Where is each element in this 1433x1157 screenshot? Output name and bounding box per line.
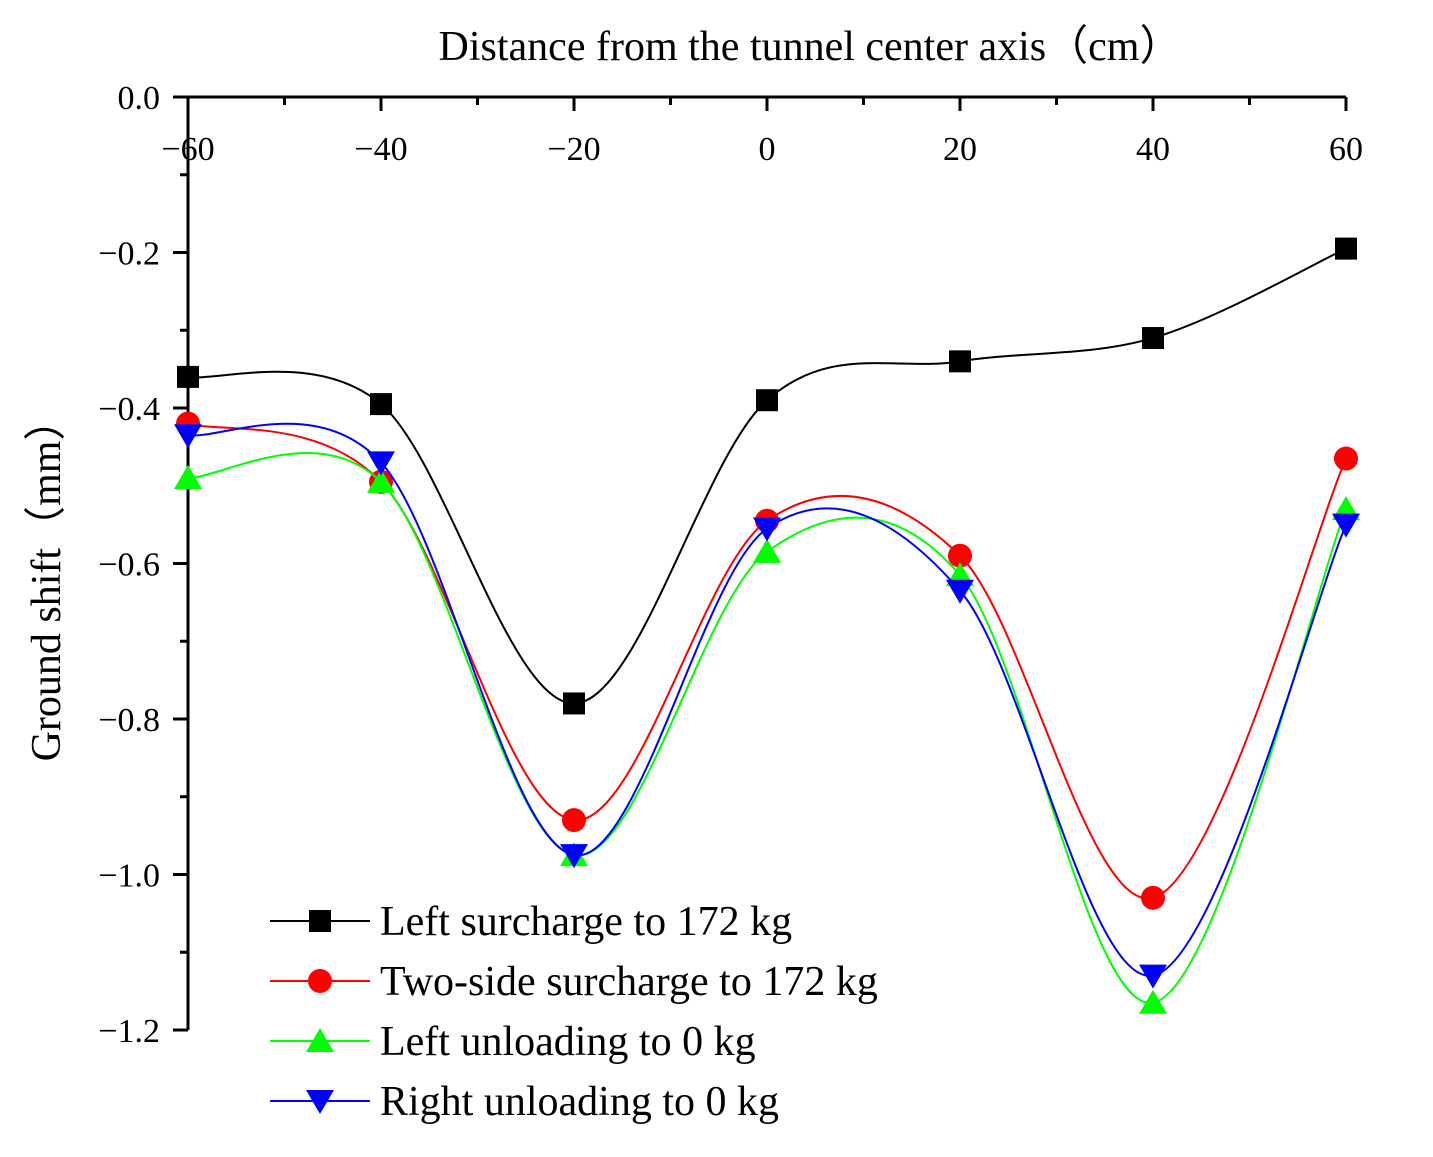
- x-tick-label: −60: [161, 131, 214, 168]
- data-point: [560, 844, 588, 869]
- data-point: [174, 464, 202, 489]
- data-point: [370, 393, 392, 416]
- y-tick-label: −0.2: [98, 236, 160, 273]
- y-tick-label: −1.2: [98, 1013, 160, 1050]
- data-point: [946, 579, 974, 604]
- legend-item: Two-side surcharge to 172 kg: [270, 959, 878, 1005]
- legend-item: Right unloading to 0 kg: [270, 1079, 779, 1125]
- legend-item: Left surcharge to 172 kg: [270, 899, 792, 945]
- data-point: [562, 808, 586, 833]
- series-2: [176, 411, 1358, 910]
- data-point: [949, 350, 971, 373]
- legend-label: Two-side surcharge to 172 kg: [380, 959, 878, 1005]
- legend-marker: [306, 1090, 334, 1114]
- x-tick-label: −20: [547, 131, 600, 168]
- series-layer: [174, 237, 1360, 1014]
- legend-item: Left unloading to 0 kg: [270, 1019, 756, 1065]
- x-tick-label: 60: [1329, 131, 1363, 168]
- x-axis-title: Distance from the tunnel center axis（cm）: [439, 24, 1182, 70]
- data-point: [753, 517, 781, 542]
- y-tick-label: −0.4: [98, 391, 160, 428]
- legend-label: Right unloading to 0 kg: [380, 1079, 779, 1125]
- series-4: [174, 422, 1360, 989]
- data-point: [367, 468, 395, 493]
- series-line: [187, 422, 1347, 900]
- data-point: [1141, 885, 1165, 910]
- data-point: [1139, 989, 1167, 1014]
- data-point: [1139, 964, 1167, 989]
- legend: Left surcharge to 172 kg Two-side surchar…: [270, 899, 878, 1125]
- series-1: [177, 237, 1357, 715]
- data-point: [1332, 513, 1360, 538]
- data-point: [1334, 446, 1358, 471]
- legend-label: Left unloading to 0 kg: [380, 1019, 756, 1065]
- data-point: [177, 365, 199, 388]
- data-point: [1335, 237, 1357, 260]
- data-point: [367, 451, 395, 476]
- x-tick-label: 40: [1136, 131, 1170, 168]
- x-tick-label: 0: [759, 131, 776, 168]
- legend-label: Left surcharge to 172 kg: [380, 899, 792, 945]
- data-point: [1142, 327, 1164, 350]
- series-line: [187, 452, 1347, 1004]
- y-tick-label: −0.8: [98, 702, 160, 739]
- series-line: [187, 422, 1347, 977]
- data-point: [174, 424, 202, 449]
- x-tick-label: −40: [354, 131, 407, 168]
- data-point: [948, 543, 972, 568]
- data-point: [756, 389, 778, 412]
- x-tick-label: 20: [943, 131, 977, 168]
- legend-marker: [306, 1028, 334, 1052]
- y-tick-label: 0.0: [118, 80, 161, 117]
- legend-marker: [309, 910, 331, 932]
- y-tick-label: −0.6: [98, 547, 160, 584]
- data-point: [563, 692, 585, 715]
- legend-marker: [308, 969, 332, 993]
- y-tick-label: −1.0: [98, 858, 160, 895]
- series-line: [187, 247, 1347, 705]
- data-point: [753, 538, 781, 563]
- axes: −60 −40 −20 0 20 40 60 0.0 −0.2 −0.4 −0.6 −0.8 −1.0 −…: [98, 80, 1363, 1050]
- y-axis-title: Ground shift（mm）: [24, 399, 70, 762]
